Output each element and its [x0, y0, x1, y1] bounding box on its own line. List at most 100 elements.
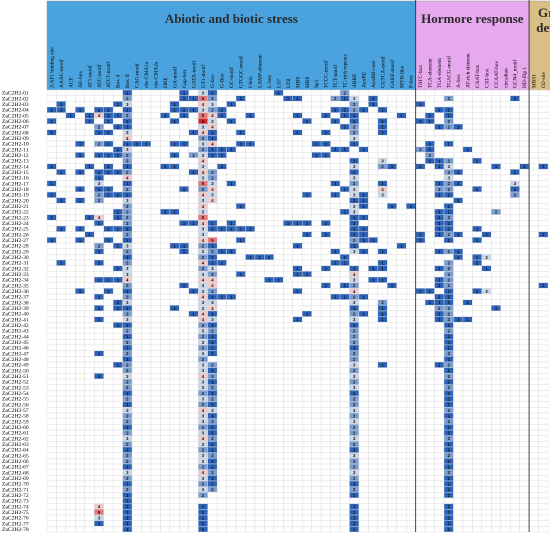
heatmap-cell: [358, 350, 369, 357]
heatmap-cell: [500, 322, 511, 329]
heatmap-cell: [519, 452, 530, 459]
heatmap-cell: [434, 339, 445, 346]
heatmap-cell: [330, 435, 341, 442]
heatmap-cell: [141, 327, 152, 334]
heatmap-cell: [415, 378, 426, 385]
heatmap-cell: [311, 401, 322, 408]
heatmap-cell: [396, 191, 407, 198]
heatmap-cell: [188, 441, 199, 448]
heatmap-cell: [179, 271, 189, 278]
heatmap-cell: [434, 509, 445, 516]
heatmap-cell: [112, 89, 123, 96]
heatmap-cell: [131, 327, 142, 334]
heatmap-cell: [150, 248, 161, 255]
heatmap-cell: [462, 259, 473, 266]
heatmap-cell: [292, 327, 303, 334]
heatmap-cell: [453, 282, 464, 289]
cell-value-label: 1: [334, 119, 337, 124]
heatmap-cell: [131, 265, 142, 272]
heatmap-cell: [179, 129, 189, 136]
heatmap-cell: [245, 339, 256, 346]
cell-value-label: 2: [211, 170, 214, 175]
heatmap-cell: [160, 118, 171, 125]
heatmap-cell: [292, 407, 303, 414]
heatmap-cell: [283, 106, 293, 113]
heatmap-cell: [538, 497, 549, 504]
heatmap-cell: [112, 390, 123, 397]
cell-value-label: 1: [88, 113, 91, 118]
heatmap-cell: [377, 350, 388, 357]
heatmap-cell: [94, 310, 104, 317]
heatmap-cell: [188, 214, 199, 221]
heatmap-cell: [226, 333, 237, 340]
heatmap-cell: [396, 424, 407, 431]
heatmap-cell: [188, 242, 199, 249]
heatmap-cell: [330, 361, 341, 368]
heatmap-cell: [377, 231, 388, 238]
heatmap-cell: [519, 435, 530, 442]
heatmap-cell: [424, 526, 435, 533]
heatmap-cell: [150, 276, 161, 283]
heatmap-cell: [320, 412, 331, 419]
heatmap-cell: [519, 220, 530, 227]
heatmap-cell: [538, 503, 549, 510]
col-label-atct-motif: ATCT-motif: [105, 61, 112, 88]
heatmap-cell: [75, 299, 86, 306]
heatmap-cell: [75, 282, 86, 289]
heatmap-cell: [179, 390, 189, 397]
heatmap-cell: [377, 424, 388, 431]
heatmap-cell: [235, 220, 246, 227]
heatmap-cell: [150, 361, 161, 368]
heatmap-cell: [179, 265, 189, 272]
heatmap-cell: [216, 214, 227, 221]
heatmap-cell: [169, 282, 180, 289]
heatmap-cell: [519, 101, 530, 108]
heatmap-cell: [226, 480, 237, 487]
heatmap-cell: [141, 492, 152, 499]
cell-value-label: 2: [211, 107, 214, 112]
heatmap-cell: [311, 333, 322, 340]
heatmap-cell: [103, 475, 114, 482]
heatmap-cell: [65, 186, 76, 193]
cell-value-label: 1: [296, 221, 299, 226]
heatmap-cell: [160, 418, 171, 425]
cell-value-label: 1: [325, 153, 328, 158]
heatmap-cell: [131, 492, 142, 499]
heatmap-cell: [65, 526, 76, 533]
heatmap-cell: [462, 327, 473, 334]
heatmap-cell: [424, 503, 435, 510]
heatmap-cell: [245, 509, 256, 516]
heatmap-cell: [188, 265, 199, 272]
heatmap-cell: [377, 367, 388, 374]
heatmap-cell: [453, 514, 464, 521]
heatmap-cell: [368, 492, 379, 499]
cell-value-label: 3: [353, 204, 356, 209]
cell-value-label: 2: [126, 158, 129, 163]
heatmap-cell: [283, 310, 293, 317]
heatmap-cell: [424, 344, 435, 351]
heatmap-cell: [179, 446, 189, 453]
heatmap-cell: [415, 526, 426, 533]
heatmap-cell: [406, 299, 416, 306]
heatmap-cell: [160, 384, 171, 391]
heatmap-cell: [226, 424, 237, 431]
heatmap-cell: [330, 271, 341, 278]
heatmap-cell: [75, 390, 86, 397]
heatmap-cell: [235, 191, 246, 198]
heatmap-cell: [387, 441, 397, 448]
heatmap-cell: [302, 106, 312, 113]
heatmap-cell: [311, 174, 322, 181]
heatmap-cell: [131, 373, 142, 380]
heatmap-cell: [358, 169, 369, 176]
heatmap-cell: [179, 231, 189, 238]
cell-value-label: 1: [315, 153, 318, 158]
heatmap-cell: [396, 152, 407, 159]
heatmap-cell: [320, 191, 331, 198]
heatmap-cell: [538, 208, 549, 215]
heatmap-cell: [415, 248, 426, 255]
heatmap-cell: [434, 169, 445, 176]
row-label-zac2h2-11: ZaC2H2-11: [2, 147, 29, 153]
heatmap-cell: [292, 503, 303, 510]
heatmap-cell: [131, 463, 142, 470]
cell-value-label: 1: [211, 391, 214, 396]
